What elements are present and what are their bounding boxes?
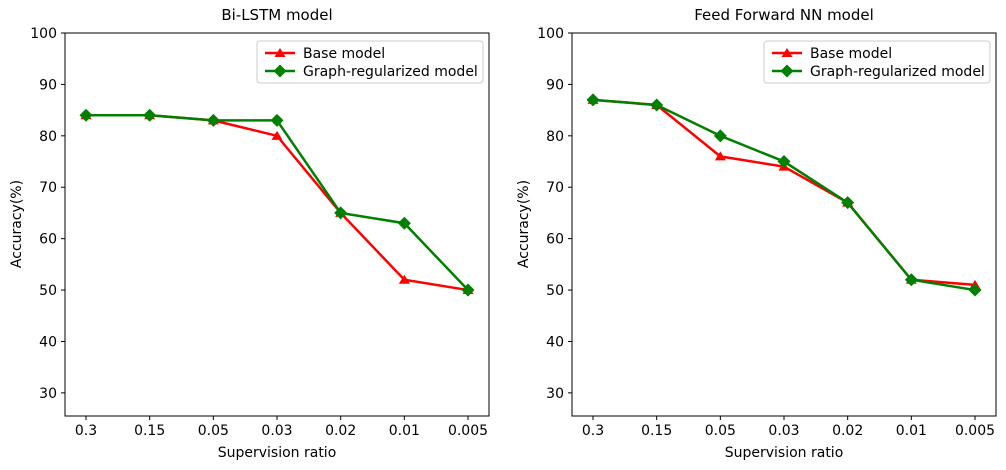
x-tick-label: 0.03 — [768, 423, 799, 439]
y-tick-label: 80 — [546, 129, 564, 145]
data-point-marker — [586, 93, 600, 107]
y-tick-label: 80 — [39, 129, 57, 145]
x-tick-label: 0.05 — [198, 423, 229, 439]
data-point-marker — [270, 113, 284, 127]
y-tick-label: 60 — [546, 232, 564, 248]
series-line-graph-regularized-model — [86, 114, 469, 291]
series-line-base-model — [592, 98, 976, 287]
legend-item-label: Base model — [303, 46, 385, 62]
data-point-marker — [461, 283, 475, 297]
y-tick-label: 40 — [39, 334, 57, 350]
x-tick-label: 0.15 — [641, 423, 672, 439]
data-point-marker — [271, 130, 283, 140]
data-point-marker — [841, 196, 855, 210]
chart-title-feedforward: Feed Forward NN model — [694, 6, 874, 24]
x-tick-label: 0.005 — [955, 423, 995, 439]
data-point-marker — [79, 108, 93, 122]
y-tick-label: 50 — [39, 283, 57, 299]
y-tick-label: 50 — [546, 283, 564, 299]
data-point-marker — [334, 206, 348, 220]
plot-frame — [64, 32, 490, 417]
legend-item-label: Graph-regularized model — [303, 64, 478, 80]
x-tick-label: 0.02 — [325, 423, 356, 439]
y-tick-label: 90 — [39, 77, 57, 93]
y-tick-label: 30 — [546, 386, 564, 402]
data-point-marker — [713, 129, 727, 143]
series-line-graph-regularized-model — [592, 98, 976, 292]
y-tick-label: 30 — [39, 386, 57, 402]
x-tick-label: 0.02 — [832, 423, 863, 439]
data-point-marker — [714, 151, 726, 161]
chart-title-bilstm: Bi-LSTM model — [221, 6, 333, 24]
legend-swatch-marker — [273, 64, 287, 78]
series-line-base-model — [86, 114, 469, 292]
x-axis-label-feedforward: Supervision ratio — [724, 445, 844, 461]
y-tick-label: 100 — [30, 26, 57, 42]
legend-item-label: Graph-regularized model — [810, 64, 985, 80]
x-tick-label: 0.05 — [705, 423, 736, 439]
x-axis-label-bilstm: Supervision ratio — [217, 445, 337, 461]
y-tick-label: 100 — [537, 26, 564, 42]
x-tick-label: 0.005 — [448, 423, 488, 439]
x-tick-label: 0.15 — [134, 423, 165, 439]
x-tick-label: 0.03 — [261, 423, 292, 439]
data-point-marker — [206, 113, 220, 127]
x-tick-label: 0.01 — [896, 423, 927, 439]
data-point-marker — [143, 108, 157, 122]
legend-item-label: Base model — [810, 46, 892, 62]
y-tick-label: 60 — [39, 232, 57, 248]
legend-swatch-marker — [780, 64, 794, 78]
legend-swatch-marker — [274, 48, 286, 57]
x-tick-label: 0.3 — [75, 423, 97, 439]
y-tick-label: 90 — [546, 77, 564, 93]
y-tick-label: 70 — [39, 180, 57, 196]
data-point-marker — [398, 274, 410, 284]
y-tick-label: 70 — [546, 180, 564, 196]
data-point-marker — [397, 216, 411, 230]
data-point-marker — [904, 273, 918, 287]
y-axis-label-feedforward: Accuracy(%) — [516, 179, 532, 269]
y-axis-label-bilstm: Accuracy(%) — [9, 179, 25, 269]
chart-panel-bilstm: 30 40 50 60 70 80 90 100 0.3 0.15 0.05 0.03 0.02 0.01… — [30, 26, 490, 439]
legend-swatch-marker — [781, 48, 793, 57]
x-tick-label: 0.01 — [389, 423, 420, 439]
data-point-marker — [650, 98, 664, 112]
data-point-marker — [968, 283, 982, 297]
legend-box — [763, 40, 991, 84]
data-point-marker — [777, 155, 791, 169]
plot-frame — [571, 32, 997, 417]
chart-panel-feedforward: 30 40 50 60 70 80 90 100 0.3 0.15 0.05 0.03 0.02 0.01… — [537, 26, 997, 439]
legend-box — [256, 40, 484, 84]
y-tick-label: 40 — [546, 334, 564, 350]
x-tick-label: 0.3 — [582, 423, 604, 439]
